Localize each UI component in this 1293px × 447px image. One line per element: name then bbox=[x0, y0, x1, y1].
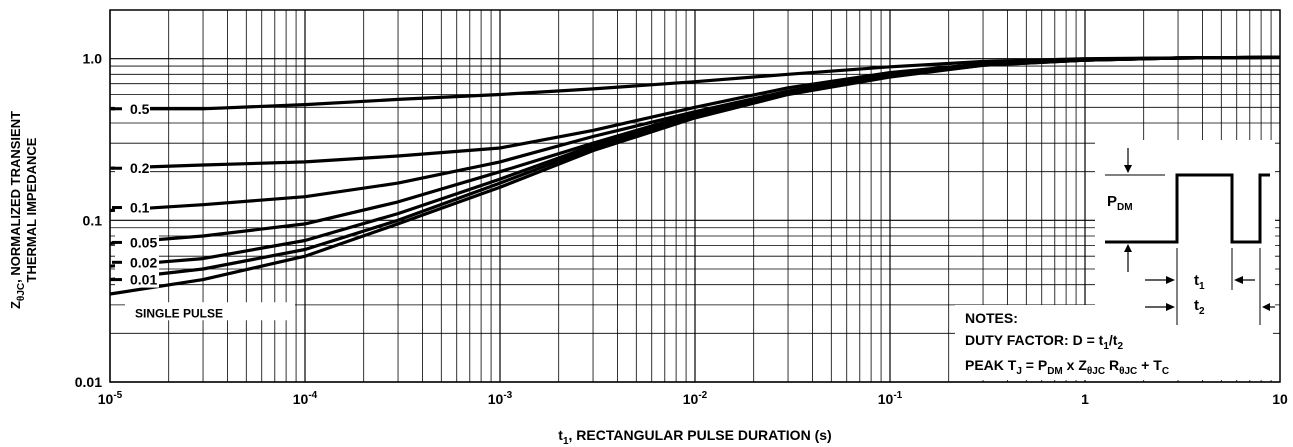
pulse-waveform bbox=[1105, 173, 1270, 244]
series-lines bbox=[109, 55, 1281, 296]
series-label-3: 0.1 bbox=[130, 200, 150, 216]
x-tick-label: 10-4 bbox=[293, 390, 318, 407]
series-label-bg bbox=[125, 302, 295, 321]
series-label-bg bbox=[115, 269, 159, 288]
notes-duty-factor: DUTY FACTOR: D = t1/t2 bbox=[965, 332, 1123, 352]
series-label-bg bbox=[115, 197, 150, 216]
notes-header: NOTES: bbox=[965, 310, 1018, 326]
y-axis-title-line1: ZθJC, NORMALIZED TRANSIENT bbox=[8, 111, 27, 309]
series-label-4: 0.05 bbox=[130, 234, 157, 250]
x-tick-label: 10-2 bbox=[683, 390, 708, 407]
t2-arrowhead-right bbox=[1262, 303, 1270, 311]
series-line-7 bbox=[109, 55, 1281, 296]
series-label-bg bbox=[115, 252, 159, 271]
t2-arrowhead-left bbox=[1166, 303, 1175, 311]
notes-peak-tj: PEAK TJ = PDM x ZθJC RθJC + TC bbox=[965, 357, 1169, 377]
series-label-bg bbox=[115, 158, 150, 177]
y-tick-label: 1.0 bbox=[83, 51, 103, 67]
t1-label: t1 bbox=[1194, 272, 1205, 292]
plot-frame bbox=[109, 9, 1281, 383]
pdm-label: PDM bbox=[1107, 193, 1133, 213]
y-tick-label: 0.1 bbox=[83, 212, 103, 228]
x-tick-label: 10 bbox=[1272, 391, 1288, 407]
y-tick-labels: 0.01 0.1 1.0 bbox=[75, 51, 102, 390]
series-label-bg bbox=[115, 98, 150, 117]
series-label-6: 0.01 bbox=[130, 272, 157, 288]
series-label-7: SINGLE PULSE bbox=[135, 306, 223, 320]
t1-arrowhead-right bbox=[1234, 276, 1243, 284]
series-labels: 0.5 0.2 0.1 0.05 0.02 0.01 SINGLE PULSE bbox=[112, 98, 295, 321]
t1-arrowhead-left bbox=[1166, 276, 1175, 284]
series-label-2: 0.2 bbox=[130, 160, 150, 176]
pdm-arrowhead-top bbox=[1124, 165, 1132, 173]
pulse-waveform-inset: PDM t1 t2 bbox=[1095, 140, 1275, 325]
x-tick-label: 1 bbox=[1081, 391, 1089, 407]
x-axis-title: t1, RECTANGULAR PULSE DURATION (s) bbox=[558, 427, 831, 447]
t2-label: t2 bbox=[1194, 297, 1205, 317]
series-label-bg bbox=[115, 232, 159, 251]
y-tick-label: 0.01 bbox=[75, 374, 102, 390]
series-label-1: 0.5 bbox=[130, 101, 150, 117]
pdm-arrowhead-bottom bbox=[1124, 244, 1132, 252]
x-tick-label: 10-5 bbox=[98, 390, 123, 407]
series-label-5: 0.02 bbox=[130, 254, 157, 270]
x-tick-label: 10-1 bbox=[878, 390, 903, 407]
y-axis-title-line2: THERMAL IMPEDANCE bbox=[24, 137, 39, 282]
x-tick-labels: 10-5 10-4 10-3 10-2 10-1 1 10 bbox=[98, 390, 1288, 407]
x-tick-label: 10-3 bbox=[488, 390, 513, 407]
